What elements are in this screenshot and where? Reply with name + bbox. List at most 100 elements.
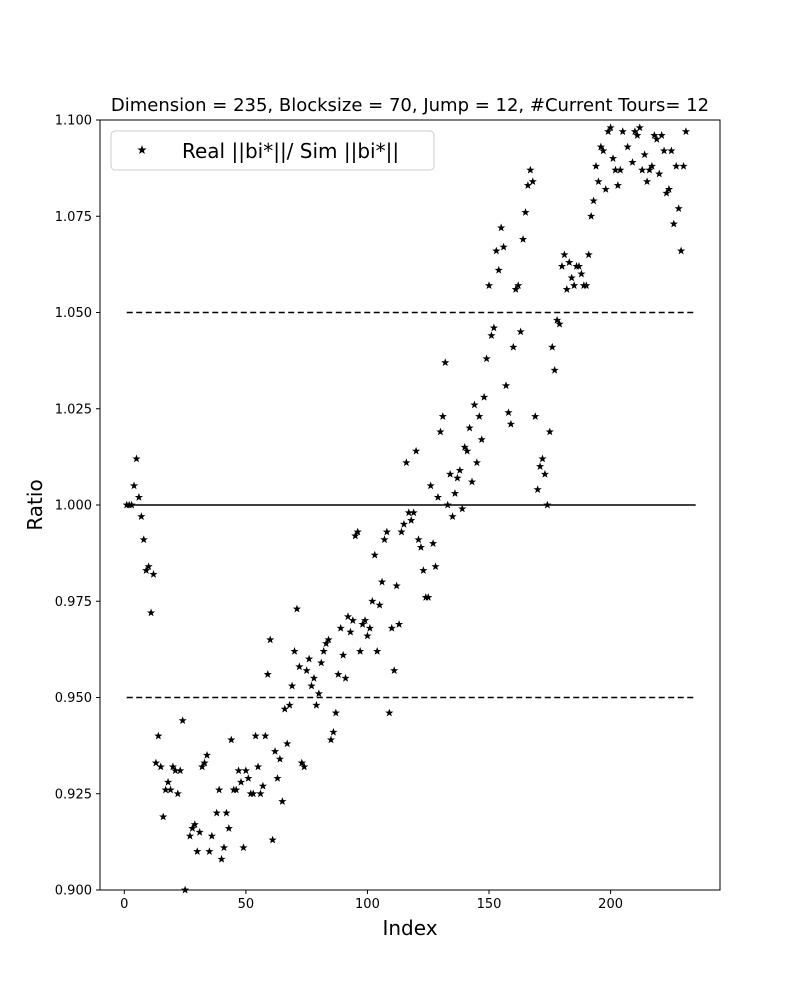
- data-point: [127, 500, 136, 509]
- data-point: [647, 161, 657, 170]
- data-point: [582, 281, 591, 290]
- y-tick-label: 1.050: [55, 306, 92, 321]
- data-point: [438, 412, 447, 420]
- data-point: [351, 531, 360, 540]
- data-point: [241, 766, 250, 775]
- data-point: [139, 535, 148, 544]
- data-point: [470, 400, 479, 409]
- data-point: [492, 246, 501, 255]
- data-point: [436, 427, 445, 436]
- data-point: [188, 824, 197, 832]
- y-tick-label: 1.025: [55, 402, 92, 417]
- data-point: [137, 512, 146, 521]
- data-point: [584, 250, 593, 259]
- data-point: [373, 647, 382, 655]
- data-point: [555, 319, 564, 328]
- data-point: [642, 177, 652, 186]
- data-point: [489, 323, 498, 332]
- data-point: [518, 235, 528, 243]
- data-point: [159, 812, 168, 821]
- data-point: [557, 262, 567, 270]
- data-point: [249, 789, 258, 798]
- data-point: [251, 731, 260, 740]
- data-point: [382, 527, 391, 536]
- data-point: [300, 762, 309, 771]
- data-point: [511, 285, 520, 293]
- x-tick-label: 200: [598, 897, 623, 912]
- x-tick-label: 50: [238, 897, 255, 912]
- data-point: [212, 808, 221, 817]
- legend: Real ||bi*||/ Sim ||bi*||: [110, 130, 435, 171]
- data-point: [460, 442, 469, 451]
- data-point: [650, 131, 659, 139]
- data-point: [487, 331, 496, 340]
- data-point: [202, 750, 212, 759]
- data-point: [608, 154, 618, 162]
- data-point: [645, 165, 654, 174]
- data-point: [640, 150, 649, 159]
- data-point: [305, 654, 314, 663]
- data-point: [514, 281, 523, 290]
- data-point: [256, 789, 265, 798]
- data-point: [550, 365, 559, 374]
- data-point: [433, 493, 443, 501]
- data-point: [463, 446, 472, 455]
- data-point: [387, 623, 396, 632]
- data-point: [594, 177, 603, 186]
- data-point: [672, 161, 681, 170]
- data-point: [657, 131, 666, 139]
- data-point: [278, 797, 287, 805]
- data-point: [630, 127, 639, 136]
- data-point: [314, 689, 323, 698]
- data-point: [166, 785, 175, 794]
- data-point: [601, 185, 610, 193]
- data-point: [562, 285, 571, 293]
- data-point: [655, 169, 664, 178]
- data-point: [426, 481, 435, 490]
- data-point: [268, 835, 277, 844]
- legend-entry-label: Real ||bi*||/ Sim ||bi*||: [182, 139, 399, 163]
- data-point: [613, 181, 622, 189]
- data-point: [667, 146, 676, 155]
- data-point: [504, 408, 513, 417]
- chart-title: Dimension = 235, Blocksize = 70, Jump = …: [111, 95, 709, 116]
- data-point: [326, 735, 336, 744]
- data-point: [190, 820, 199, 829]
- data-point: [324, 635, 333, 644]
- data-point: [591, 161, 601, 170]
- data-point: [207, 831, 216, 840]
- x-axis-ticks: 0 50 100 150 200: [120, 890, 623, 912]
- data-point: [669, 219, 678, 228]
- data-point: [402, 458, 411, 467]
- data-point: [244, 774, 253, 782]
- data-point: [477, 435, 486, 444]
- data-point: [570, 281, 579, 290]
- legend-box: [110, 130, 435, 171]
- data-point: [424, 593, 433, 601]
- data-point: [528, 177, 537, 186]
- data-point: [567, 273, 576, 282]
- data-point: [565, 258, 574, 266]
- data-point: [377, 577, 387, 586]
- data-point: [266, 635, 275, 644]
- data-point: [633, 131, 642, 139]
- data-point: [506, 419, 515, 428]
- data-point: [484, 281, 494, 290]
- data-point: [178, 716, 187, 725]
- data-point: [295, 662, 304, 671]
- data-point: [679, 161, 688, 170]
- data-point: [198, 762, 207, 771]
- data-point: [329, 727, 338, 736]
- data-point: [677, 246, 686, 255]
- data-point: [307, 681, 316, 690]
- data-point: [399, 519, 409, 528]
- data-point: [341, 673, 350, 682]
- data-point: [185, 831, 195, 840]
- data-point: [616, 165, 625, 174]
- data-point: [516, 327, 525, 336]
- data-point: [375, 600, 384, 609]
- data-point: [548, 342, 557, 351]
- data-point: [589, 196, 598, 205]
